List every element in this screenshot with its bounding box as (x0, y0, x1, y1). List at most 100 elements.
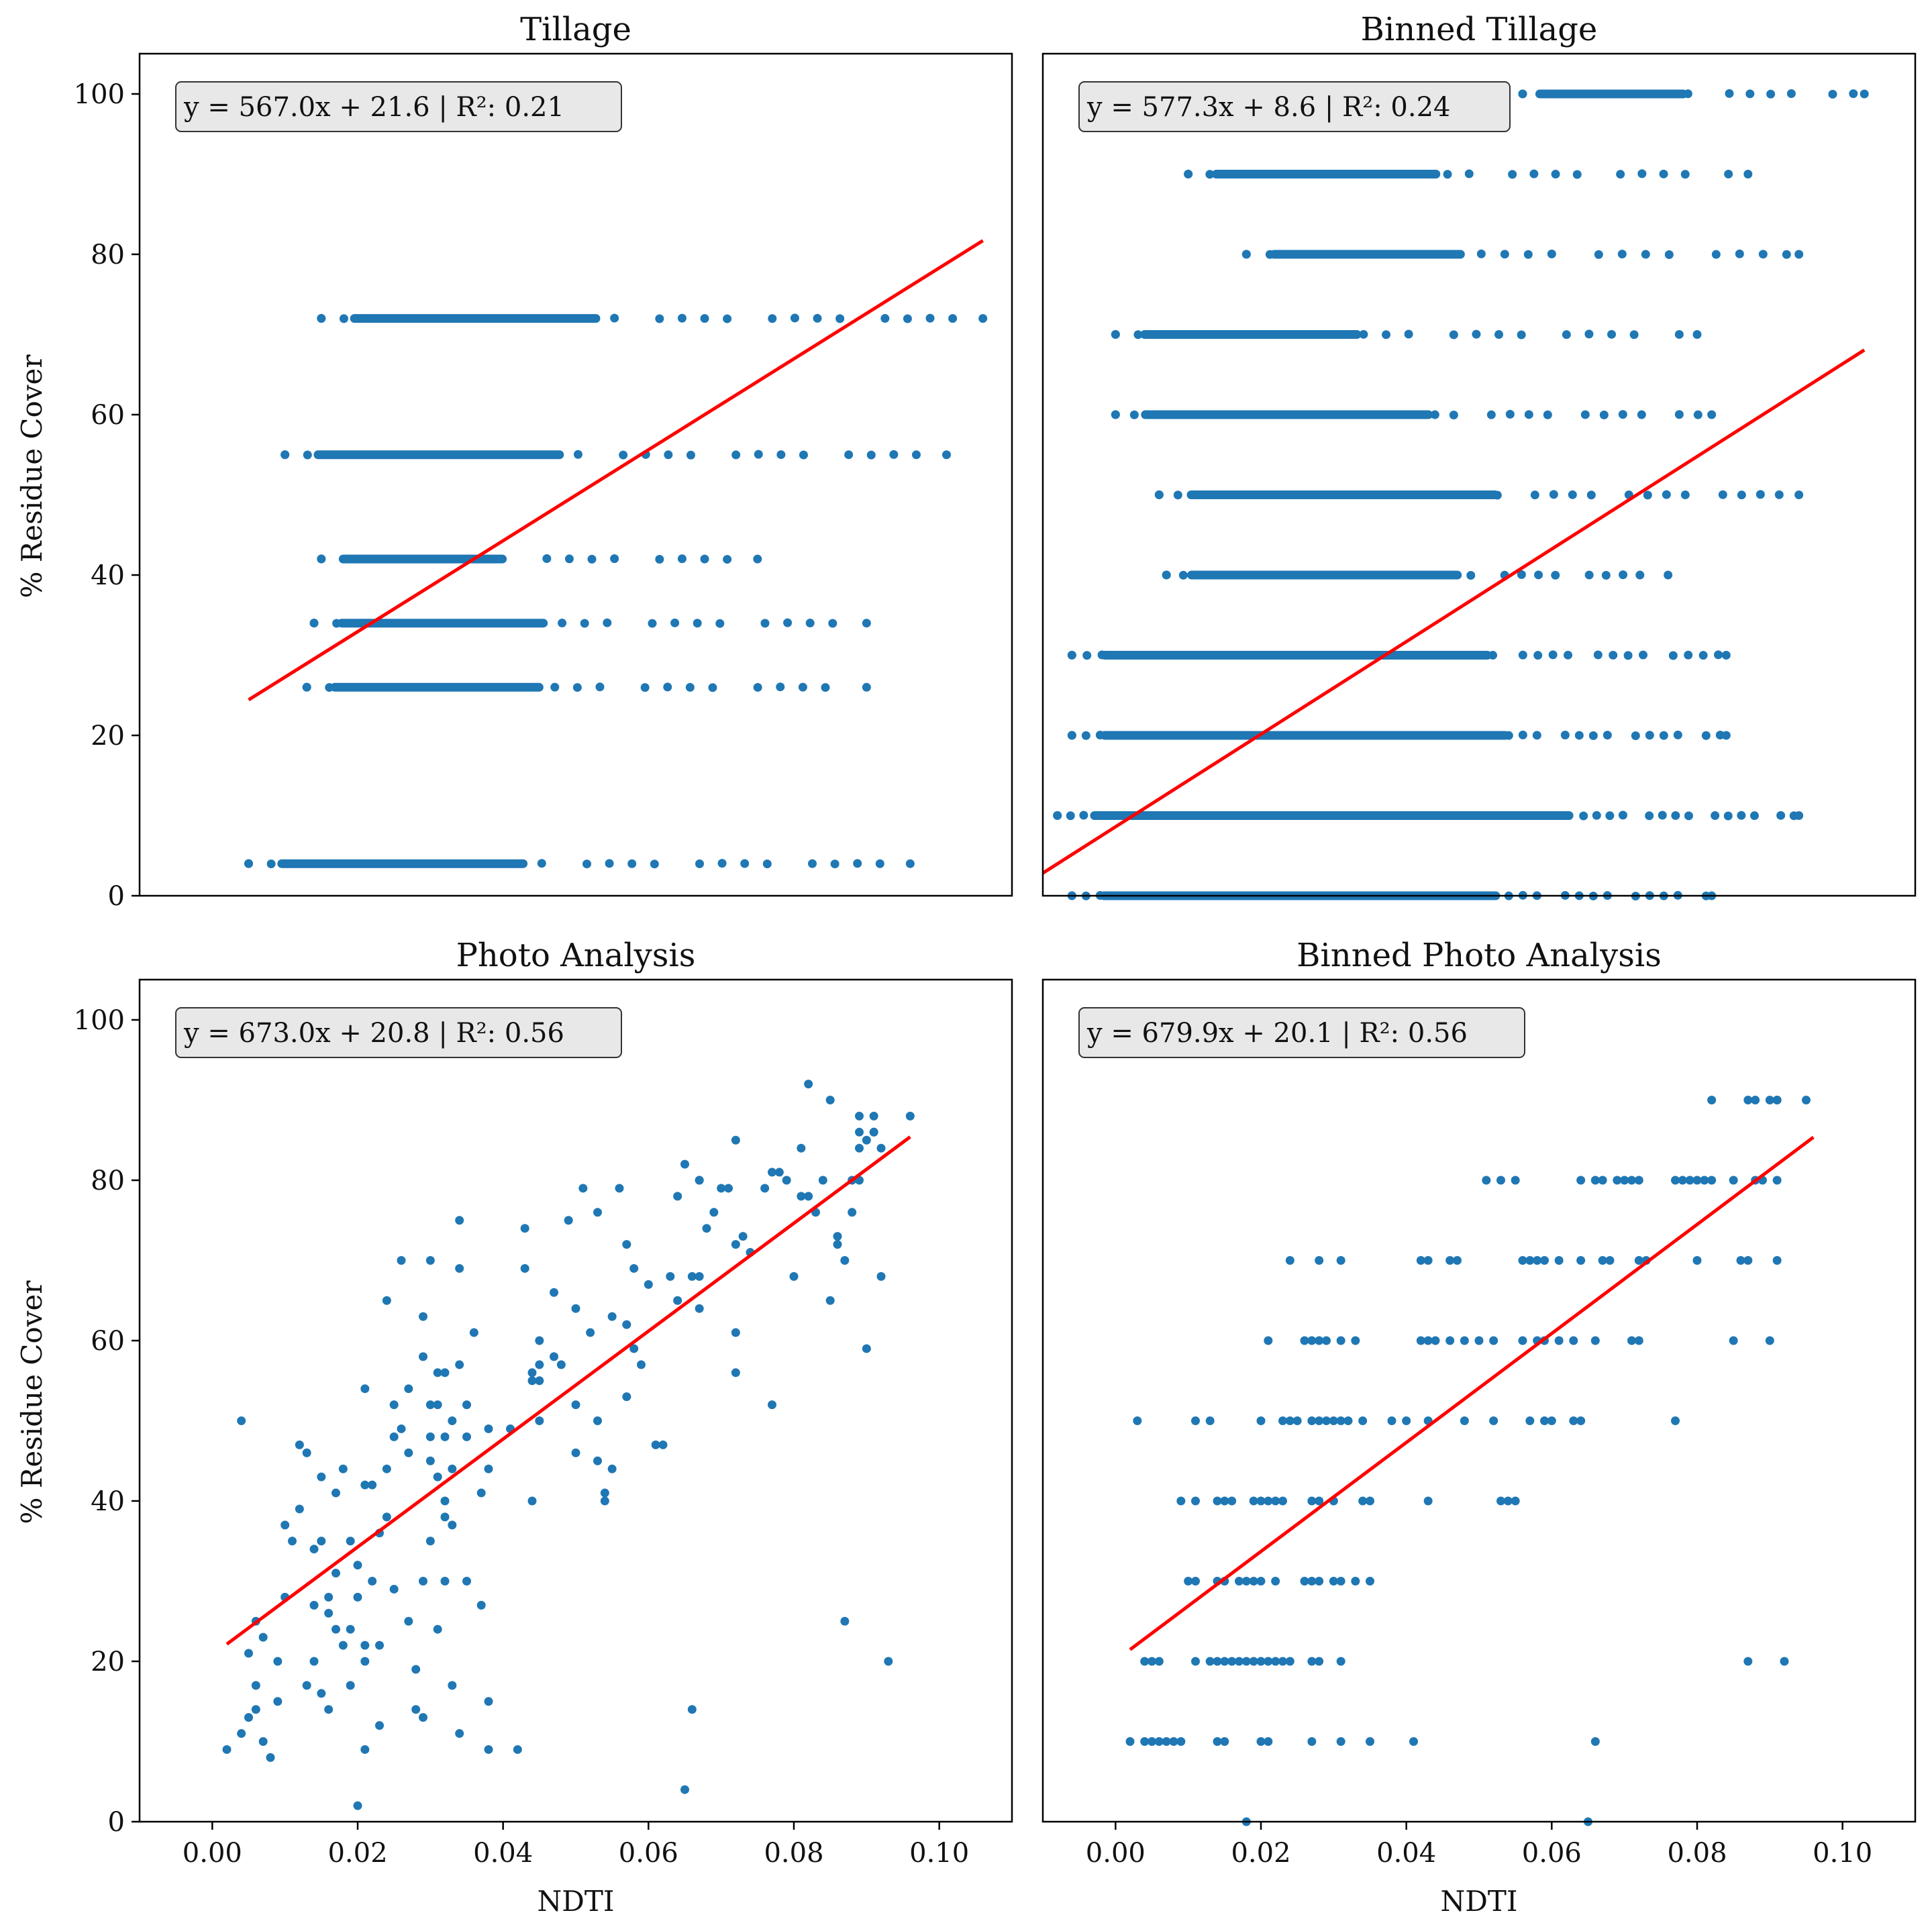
data-point (1524, 410, 1533, 419)
data-point (375, 1721, 384, 1730)
data-point (1336, 1336, 1345, 1345)
data-point (1416, 1336, 1425, 1345)
data-point (1540, 1416, 1549, 1425)
data-point (1802, 1096, 1811, 1104)
data-point (797, 1192, 806, 1201)
data-point (708, 683, 717, 692)
data-point (455, 1216, 464, 1225)
data-point (338, 1641, 348, 1650)
data-point (1285, 1416, 1294, 1425)
data-point (862, 619, 871, 628)
data-point (1605, 811, 1615, 821)
data-point (556, 1360, 566, 1369)
data-point (1154, 1737, 1164, 1746)
data-point (821, 683, 830, 692)
data-point (484, 1697, 493, 1706)
data-point (1402, 1416, 1411, 1425)
data-point (1860, 89, 1869, 99)
data-point (905, 1111, 915, 1121)
data-point (1504, 731, 1513, 740)
data-point (1453, 1256, 1462, 1265)
data-point (537, 859, 546, 868)
y-tick-label: 20 (91, 721, 125, 751)
data-point (1525, 1416, 1535, 1425)
data-point (1616, 170, 1625, 179)
data-point (1540, 1256, 1549, 1265)
data-point (1523, 250, 1533, 259)
data-point (1300, 1577, 1309, 1586)
data-point (281, 450, 290, 460)
data-point (281, 1520, 290, 1530)
data-point (1529, 169, 1539, 178)
data-point (1213, 1657, 1222, 1666)
data-point (419, 1352, 427, 1361)
data-point (717, 859, 727, 868)
data-point (731, 1328, 740, 1337)
data-point (440, 1368, 450, 1378)
data-point (1517, 570, 1526, 579)
x-tick-label: 0.10 (909, 1838, 969, 1869)
data-point (1191, 1577, 1200, 1586)
data-point (855, 1143, 864, 1153)
data-point (1474, 1336, 1484, 1345)
data-point (1631, 731, 1640, 740)
data-point (754, 450, 763, 459)
data-point (774, 1167, 784, 1177)
data-point (1772, 1176, 1782, 1185)
equation-box: y = 673.0x + 20.8 | R²: 0.56 (175, 1007, 622, 1058)
data-point (1680, 490, 1690, 500)
data-point (693, 619, 702, 628)
data-point (1658, 811, 1667, 820)
data-point (317, 314, 326, 323)
data-point (844, 450, 854, 460)
data-point (1329, 1416, 1338, 1425)
data-point (1140, 1737, 1150, 1746)
panel-photo-analysis: Photo Analysis 0 20 40 60 80 100 0.00 0.02 0.04… (15, 937, 1013, 1918)
data-point (622, 1320, 631, 1329)
data-point (1460, 1336, 1469, 1345)
panel-binned-tillage: Binned Tillage y = 577.3x + 8.6 | R²: 0.… (1041, 11, 1917, 900)
scatter-points (222, 1080, 915, 1810)
data-point (607, 1464, 617, 1473)
panel-title: Tillage (520, 11, 631, 48)
data-point (1518, 89, 1527, 99)
y-tick-label: 100 (74, 79, 125, 110)
data-point (433, 1624, 442, 1634)
data-point (1618, 410, 1627, 419)
data-point (1307, 1577, 1317, 1586)
data-point (1588, 731, 1598, 740)
data-point (1619, 570, 1628, 580)
data-point (1737, 811, 1746, 820)
data-point (1079, 811, 1088, 820)
data-point (1488, 651, 1498, 660)
data-point (550, 1352, 558, 1361)
data-point (1315, 1336, 1324, 1345)
data-point (550, 1288, 558, 1297)
data-point (629, 1263, 639, 1273)
data-point (1623, 651, 1633, 660)
data-point (666, 1271, 675, 1281)
data-point (768, 1167, 776, 1177)
data-point (1579, 811, 1588, 821)
data-point (695, 1176, 704, 1185)
data-point (1336, 1737, 1345, 1746)
data-point (1635, 570, 1645, 580)
data-point (1680, 170, 1690, 179)
data-point (1711, 811, 1720, 821)
data-point (813, 313, 822, 323)
data-point (244, 1649, 253, 1658)
plot-frame (1041, 978, 1917, 1823)
data-point (237, 1729, 246, 1738)
data-point (1081, 731, 1090, 740)
data-point (1264, 1737, 1273, 1746)
data-point (404, 1384, 413, 1394)
data-point (476, 1488, 486, 1498)
data-point (1423, 1496, 1433, 1506)
data-point (595, 682, 605, 692)
data-point (469, 1328, 478, 1337)
data-point (1449, 330, 1458, 340)
data-point (862, 682, 871, 692)
data-point (1794, 811, 1804, 820)
data-point (1496, 1496, 1505, 1506)
data-point (1430, 410, 1439, 419)
